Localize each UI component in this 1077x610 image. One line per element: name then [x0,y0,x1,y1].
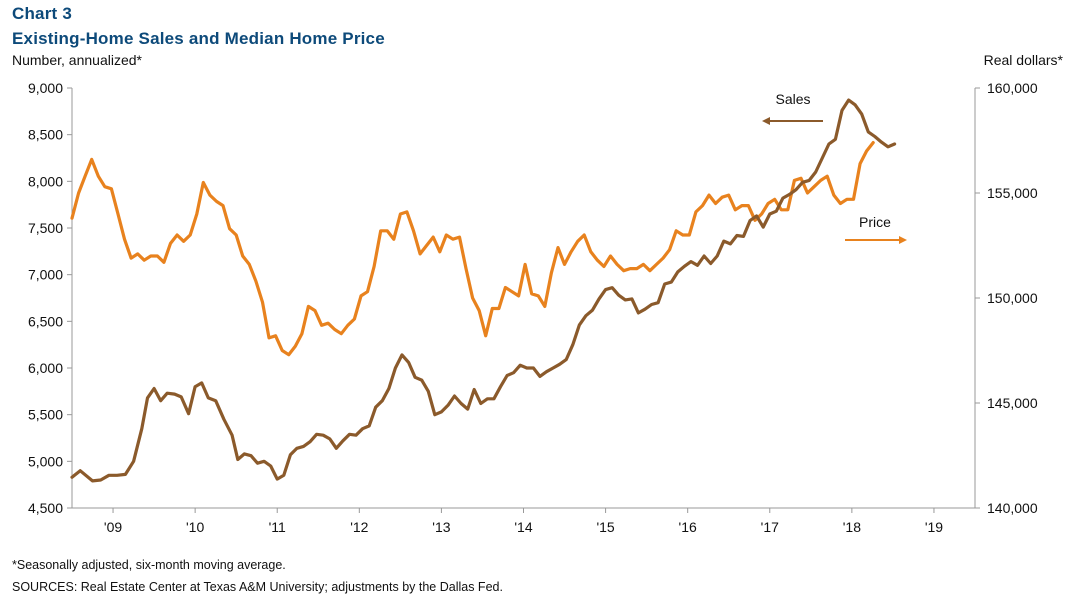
y-left-tick-label: 4,500 [28,500,63,516]
chart-series [70,98,897,483]
y-right-tick-label: 155,000 [987,185,1038,201]
sales-annotation-label: Sales [775,91,810,107]
x-tick-label: '10 [186,519,204,535]
y-right-tick-label: 140,000 [987,500,1038,516]
y-left-tick-label: 5,500 [28,407,63,423]
y-left-axis-title: Number, annualized* [12,52,142,68]
x-tick-label: '17 [761,519,779,535]
y-left-tick-label: 7,500 [28,220,63,236]
y-right-axis-title: Real dollars* [983,52,1063,68]
y-left-tick-label: 9,000 [28,80,63,96]
x-tick-label: '18 [843,519,861,535]
x-tick-label: '15 [596,519,614,535]
chart-label: Chart 3 [12,4,72,23]
sources-note: SOURCES: Real Estate Center at Texas A&M… [12,580,503,594]
y-left-tick-label: 5,000 [28,453,63,469]
x-tick-label: '13 [432,519,450,535]
chart-annotations: Sales Price [762,91,907,244]
chart-title: Existing-Home Sales and Median Home Pric… [12,29,385,48]
x-tick-label: '19 [925,519,943,535]
y-right-tick-label: 150,000 [987,290,1038,306]
y-right-tick-label: 145,000 [987,395,1038,411]
y-left-tick-label: 6,500 [28,313,63,329]
chart-axes: 4,500 5,000 5,500 6,000 6,500 7,000 7,500 8,000… [28,80,1038,535]
series-line-price [70,141,875,357]
y-left-tick-label: 8,500 [28,127,63,143]
y-left-tick-label: 7,000 [28,267,63,283]
x-tick-label: '11 [269,519,286,535]
y-left-tick-label: 6,000 [28,360,63,376]
x-tick-label: '14 [514,519,532,535]
y-left-tick-label: 8,000 [28,173,63,189]
x-tick-label: '09 [104,519,122,535]
price-annotation-label: Price [859,214,891,230]
x-tick-label: '16 [679,519,697,535]
footnote: *Seasonally adjusted, six-month moving a… [12,558,286,572]
series-line-sales [70,98,897,483]
y-right-tick-label: 160,000 [987,80,1038,96]
x-tick-label: '12 [350,519,368,535]
